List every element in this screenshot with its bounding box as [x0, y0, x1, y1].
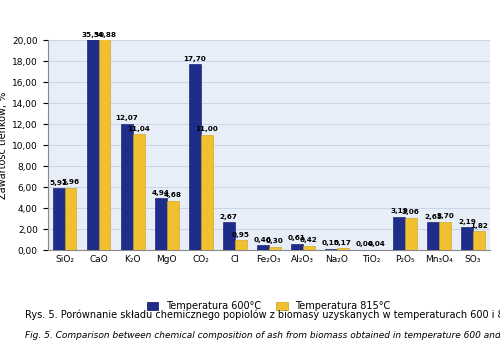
Bar: [234, 240, 246, 250]
Text: 0,04: 0,04: [356, 241, 374, 247]
Text: 4,94: 4,94: [152, 190, 170, 196]
Legend: Temperatura 600°C, Temperatura 815°C: Temperatura 600°C, Temperatura 815°C: [147, 301, 390, 311]
Text: 12,07: 12,07: [116, 115, 138, 121]
Text: 0,61: 0,61: [288, 235, 306, 241]
Text: 0,04: 0,04: [368, 241, 386, 247]
Bar: [120, 124, 132, 250]
Bar: [427, 223, 439, 250]
Bar: [52, 188, 64, 250]
Bar: [461, 227, 473, 250]
Text: 3,19: 3,19: [390, 208, 408, 214]
Bar: [86, 0, 99, 250]
Text: Fig. 5. Comparison between chemical composition of ash from biomass obtained in : Fig. 5. Comparison between chemical comp…: [25, 331, 500, 340]
Text: 11,04: 11,04: [127, 126, 150, 132]
Text: 2,67: 2,67: [220, 214, 238, 219]
Text: 3,06: 3,06: [402, 210, 420, 216]
Bar: [200, 135, 212, 250]
Text: 0,42: 0,42: [300, 237, 318, 243]
Text: 34,88: 34,88: [93, 32, 116, 38]
Bar: [154, 198, 166, 250]
Bar: [269, 247, 280, 250]
Bar: [98, 0, 110, 250]
Bar: [189, 64, 200, 250]
Text: 11,00: 11,00: [196, 126, 218, 132]
Text: 0,15: 0,15: [322, 240, 340, 246]
Text: 1,82: 1,82: [470, 223, 488, 229]
Y-axis label: Zawartość tlenkow, %: Zawartość tlenkow, %: [0, 92, 8, 199]
Text: 0,30: 0,30: [266, 238, 283, 244]
Bar: [166, 201, 178, 250]
Text: 0,46: 0,46: [254, 237, 272, 243]
Bar: [303, 246, 314, 250]
Text: 0,17: 0,17: [334, 240, 351, 246]
Text: Rys. 5. Porównanie składu chemicznego popiolów z biomasy uzyskanych w temperatur: Rys. 5. Porównanie składu chemicznego po…: [25, 310, 500, 320]
Bar: [337, 248, 348, 250]
Text: 5,96: 5,96: [62, 179, 80, 185]
Bar: [439, 222, 451, 250]
Text: 4,68: 4,68: [164, 193, 182, 198]
Text: 5,91: 5,91: [50, 180, 68, 186]
Bar: [291, 244, 303, 250]
Text: 2,65: 2,65: [424, 214, 442, 220]
Bar: [405, 218, 417, 250]
Bar: [223, 222, 234, 250]
Bar: [132, 134, 144, 250]
Bar: [64, 188, 76, 250]
Text: 35,50: 35,50: [81, 32, 104, 38]
Text: 0,95: 0,95: [232, 232, 250, 238]
Bar: [257, 245, 269, 250]
Bar: [325, 248, 337, 250]
Text: 17,70: 17,70: [184, 56, 206, 62]
Bar: [393, 217, 405, 250]
Bar: [473, 231, 485, 250]
Text: 2,19: 2,19: [458, 219, 476, 225]
Text: 2,70: 2,70: [436, 213, 454, 219]
